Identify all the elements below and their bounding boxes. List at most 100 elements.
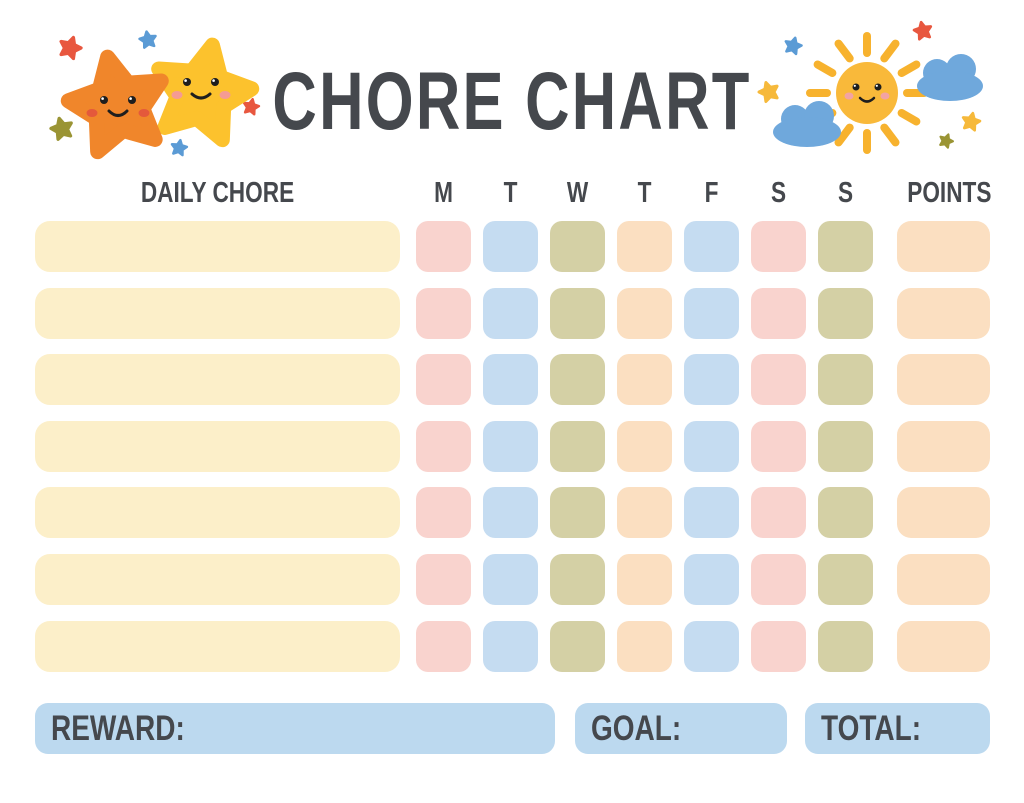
chore-name-field-3[interactable] — [35, 354, 400, 406]
stars-decoration — [40, 14, 280, 166]
day-cell-r2-c4[interactable] — [616, 287, 672, 339]
day-cell-r4-c2[interactable] — [482, 420, 538, 472]
points-cell-r1[interactable] — [897, 221, 990, 272]
day-cell-r4-c6[interactable] — [750, 420, 806, 472]
day-cell-r5-c2[interactable] — [482, 487, 538, 539]
points-header: POINTS — [907, 176, 992, 209]
day-cell-r1-c7[interactable] — [817, 221, 873, 272]
footer-row: REWARD: GOAL: TOTAL: — [35, 703, 990, 754]
points-cell-r7[interactable] — [897, 620, 990, 672]
day-header-2: T — [503, 176, 517, 209]
day-header-6: S — [770, 176, 786, 209]
day-cell-r7-c2[interactable] — [482, 620, 538, 672]
day-cell-r1-c6[interactable] — [750, 221, 806, 272]
goal-label: GOAL: — [591, 708, 682, 748]
day-cell-r3-c6[interactable] — [750, 354, 806, 406]
chore-name-field-4[interactable] — [35, 420, 400, 472]
day-cell-r7-c7[interactable] — [817, 620, 873, 672]
day-cell-r1-c1[interactable] — [415, 221, 471, 272]
chore-row-4 — [35, 420, 990, 472]
chore-name-field-2[interactable] — [35, 287, 400, 339]
reward-field[interactable]: REWARD: — [35, 703, 555, 754]
day-cell-r5-c5[interactable] — [683, 487, 739, 539]
points-cell-r3[interactable] — [897, 354, 990, 406]
day-cell-r7-c5[interactable] — [683, 620, 739, 672]
mini-star-blue-icon — [139, 30, 158, 48]
chore-name-field-6[interactable] — [35, 553, 400, 605]
sun-face — [844, 83, 890, 103]
total-field[interactable]: TOTAL: — [805, 703, 990, 754]
day-cell-r6-c2[interactable] — [482, 553, 538, 605]
goal-field[interactable]: GOAL: — [575, 703, 787, 754]
day-cell-r2-c5[interactable] — [683, 287, 739, 339]
day-cell-r3-c2[interactable] — [482, 354, 538, 406]
day-cell-r6-c5[interactable] — [683, 553, 739, 605]
day-cell-r3-c7[interactable] — [817, 354, 873, 406]
points-cell-r2[interactable] — [897, 287, 990, 339]
day-cell-r2-c6[interactable] — [750, 287, 806, 339]
mini-star-gold-icon — [961, 111, 981, 130]
mini-star-blue-icon — [783, 36, 803, 55]
day-cell-r2-c3[interactable] — [549, 287, 605, 339]
day-cell-r5-c4[interactable] — [616, 487, 672, 539]
table-header-row: DAILY CHORE M T W T F S S POINTS — [35, 176, 992, 210]
day-cell-r6-c3[interactable] — [549, 553, 605, 605]
daily-chore-header: DAILY CHORE — [140, 176, 295, 209]
day-cell-r1-c4[interactable] — [616, 221, 672, 272]
day-cell-r7-c6[interactable] — [750, 620, 806, 672]
points-cell-r6[interactable] — [897, 553, 990, 605]
day-cell-r6-c6[interactable] — [750, 553, 806, 605]
chore-row-7 — [35, 620, 990, 672]
day-cell-r4-c5[interactable] — [683, 420, 739, 472]
chore-row-1 — [35, 221, 990, 272]
day-cell-r7-c1[interactable] — [415, 620, 471, 672]
star-face — [86, 96, 150, 117]
day-header-1: M — [433, 176, 453, 209]
day-cell-r3-c5[interactable] — [683, 354, 739, 406]
day-cell-r3-c1[interactable] — [415, 354, 471, 406]
chore-row-2 — [35, 287, 990, 339]
day-cell-r6-c4[interactable] — [616, 553, 672, 605]
points-cell-r5[interactable] — [897, 487, 990, 539]
day-cell-r4-c7[interactable] — [817, 420, 873, 472]
chore-name-field-5[interactable] — [35, 487, 400, 539]
day-cell-r7-c4[interactable] — [616, 620, 672, 672]
yellow-star-icon — [147, 35, 259, 143]
day-cell-r1-c5[interactable] — [683, 221, 739, 272]
points-cell-r4[interactable] — [897, 420, 990, 472]
day-cell-r4-c4[interactable] — [616, 420, 672, 472]
cloud-icon — [917, 54, 983, 101]
mini-star-red-icon — [913, 20, 933, 39]
day-cell-r4-c1[interactable] — [415, 420, 471, 472]
chore-grid — [35, 221, 990, 687]
day-cell-r2-c2[interactable] — [482, 287, 538, 339]
total-label: TOTAL: — [821, 708, 922, 748]
day-cell-r2-c1[interactable] — [415, 287, 471, 339]
day-cell-r5-c7[interactable] — [817, 487, 873, 539]
sun-clouds-decoration — [745, 16, 1005, 154]
chore-name-field-7[interactable] — [35, 620, 400, 672]
reward-label: REWARD: — [51, 708, 185, 748]
star-face — [171, 78, 231, 100]
day-cell-r5-c6[interactable] — [750, 487, 806, 539]
day-header-3: W — [566, 176, 588, 209]
chore-name-field-1[interactable] — [35, 221, 400, 272]
mini-star-red-icon — [57, 34, 83, 59]
day-cell-r1-c3[interactable] — [549, 221, 605, 272]
day-cell-r1-c2[interactable] — [482, 221, 538, 272]
day-cell-r2-c7[interactable] — [817, 287, 873, 339]
day-cell-r3-c3[interactable] — [549, 354, 605, 406]
day-cell-r5-c1[interactable] — [415, 487, 471, 539]
day-cell-r4-c3[interactable] — [549, 420, 605, 472]
day-header-4: T — [637, 176, 651, 209]
day-cell-r7-c3[interactable] — [549, 620, 605, 672]
chore-row-5 — [35, 487, 990, 539]
day-cell-r5-c3[interactable] — [549, 487, 605, 539]
day-header-5: F — [704, 176, 718, 209]
day-cell-r3-c4[interactable] — [616, 354, 672, 406]
day-cell-r6-c1[interactable] — [415, 553, 471, 605]
day-cell-r6-c7[interactable] — [817, 553, 873, 605]
orange-star-icon — [61, 47, 173, 155]
